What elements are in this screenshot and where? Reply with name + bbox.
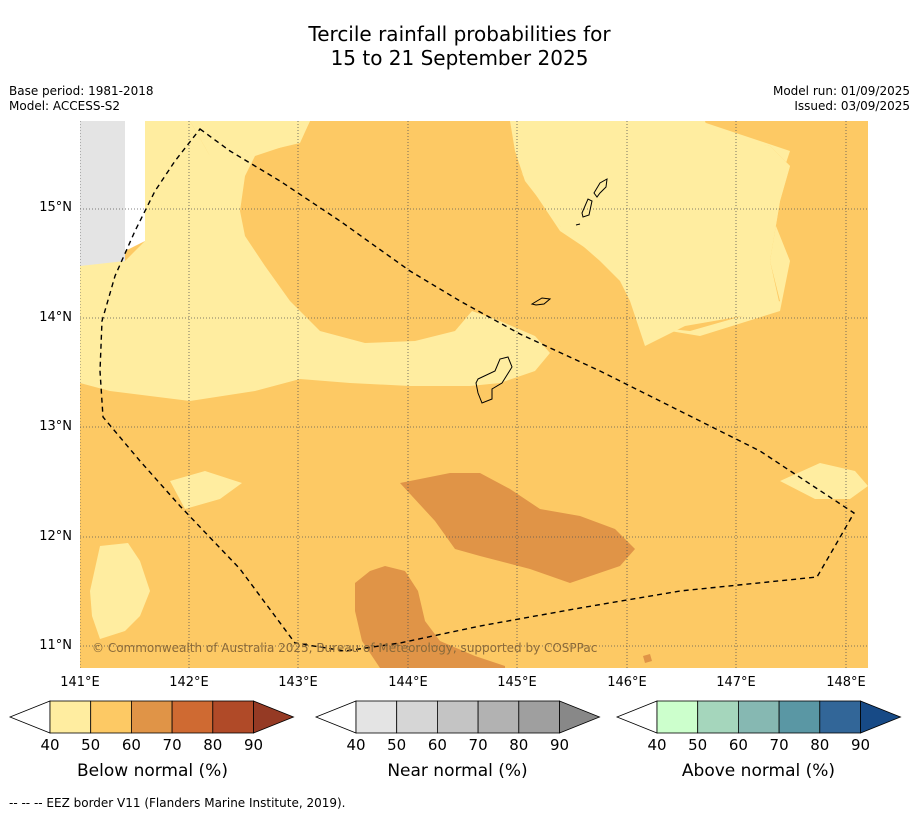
colorbar-tick-label: 90 (243, 736, 264, 754)
colorbar-tick-label: 70 (162, 736, 182, 754)
island-saipan (593, 178, 608, 198)
issued-date: Issued: 03/09/2025 (794, 99, 910, 113)
colorbar-segment (436, 700, 479, 734)
colorbar-label-below: Below normal (%) (77, 761, 228, 781)
colorbar-extend-low (615, 700, 658, 734)
lat-tick-12n: 12°N (39, 529, 72, 544)
region-below-40-50-right (510, 121, 790, 346)
colorbar-segment (518, 700, 560, 734)
region-below-60-70-centre (400, 473, 635, 583)
island-outlines (475, 178, 608, 404)
title-line-1: Tercile rainfall probabilities for (308, 22, 611, 46)
colorbar-segment (778, 700, 821, 734)
title-line-2: 15 to 21 September 2025 (330, 46, 589, 70)
colorbar-above-normal (615, 700, 902, 734)
lon-tick-142e: 142°E (169, 675, 209, 690)
lon-tick-143e: 143°E (278, 675, 318, 690)
model-run: Model run: 01/09/2025 (772, 84, 910, 98)
region-below-40-50-mid (170, 471, 242, 509)
colorbar-tick-label: 50 (688, 736, 708, 754)
model-name: Model: ACCESS-S2 (9, 99, 121, 113)
colorbar-tick-label: 40 (346, 736, 366, 754)
colorbar-segment (49, 700, 92, 734)
colorbar-below-normal (8, 700, 295, 734)
probability-map (80, 121, 868, 668)
colorbar-segment (477, 700, 520, 734)
colorbar-segment (171, 700, 214, 734)
lon-tick-147e: 147°E (716, 675, 756, 690)
colorbar-extend-high (860, 700, 902, 734)
lon-tick-145e: 145°E (497, 675, 537, 690)
region-below-60-70-speck (643, 654, 652, 663)
lat-tick-11n: 11°N (39, 638, 72, 653)
region-near-normal (80, 121, 125, 266)
map-title: Tercile rainfall probabilities for 15 to… (0, 22, 919, 70)
colorbar-tick-label: 60 (121, 736, 141, 754)
lon-tick-141e: 141°E (60, 675, 100, 690)
footer-note: -- -- -- EEZ border V11 (Flanders Marine… (9, 796, 346, 810)
colorbar-tick-label: 50 (387, 736, 407, 754)
lon-tick-146e: 146°E (607, 675, 647, 690)
colorbar-tick-label: 60 (728, 736, 748, 754)
lon-tick-144e: 144°E (388, 675, 428, 690)
colorbar-tick-label: 70 (769, 736, 789, 754)
colorbar-segment (738, 700, 780, 734)
colorbar-tick-label: 40 (647, 736, 667, 754)
island-aguijan (575, 223, 581, 226)
colorbar-tick-label: 50 (81, 736, 101, 754)
meta-left: Base period: 1981-2018 Model: ACCESS-S2 (9, 84, 154, 114)
island-guam (475, 356, 513, 404)
island-rota (530, 297, 552, 306)
colorbar-extend-low (314, 700, 357, 734)
region-below-60-70-south (355, 566, 505, 668)
island-tinian (581, 198, 593, 218)
colorbar-tick-label: 80 (203, 736, 223, 754)
colorbars (8, 700, 902, 734)
colorbar-tick-label: 90 (549, 736, 570, 754)
lat-tick-15n: 15°N (39, 200, 72, 215)
colorbar-tick-label: 70 (468, 736, 488, 754)
region-white-gap (125, 121, 145, 251)
colorbar-segment (355, 700, 398, 734)
base-period: Base period: 1981-2018 (9, 84, 154, 98)
colorbar-label-near: Near normal (%) (387, 761, 528, 781)
lat-tick-14n: 14°N (39, 310, 72, 325)
colorbar-extend-low (8, 700, 51, 734)
colorbar-label-above: Above normal (%) (681, 761, 836, 781)
lon-tick-148e: 148°E (826, 675, 866, 690)
copyright-text: © Commonwealth of Australia 2025, Bureau… (92, 641, 598, 655)
colorbar-segment (90, 700, 132, 734)
colorbar-tick-label: 90 (850, 736, 871, 754)
colorbar-extend-high (253, 700, 295, 734)
meta-right: Model run: 01/09/2025 Issued: 03/09/2025 (773, 84, 910, 114)
colorbar-tick-label: 60 (427, 736, 447, 754)
colorbar-tick-label: 80 (509, 736, 529, 754)
colorbar-segment (130, 700, 173, 734)
graticule (80, 121, 868, 668)
colorbar-segment (819, 700, 861, 734)
colorbar-tick-label: 80 (810, 736, 830, 754)
region-below-40-50-south (90, 543, 150, 639)
region-below-40-50-main (80, 121, 550, 401)
colorbar-near-normal (314, 700, 601, 734)
lat-tick-13n: 13°N (39, 419, 72, 434)
colorbar-tick-label: 40 (40, 736, 60, 754)
colorbar-segment (396, 700, 438, 734)
colorbar-extend-high (559, 700, 601, 734)
colorbar-segment (697, 700, 739, 734)
colorbar-segment (212, 700, 254, 734)
colorbar-segment (656, 700, 699, 734)
